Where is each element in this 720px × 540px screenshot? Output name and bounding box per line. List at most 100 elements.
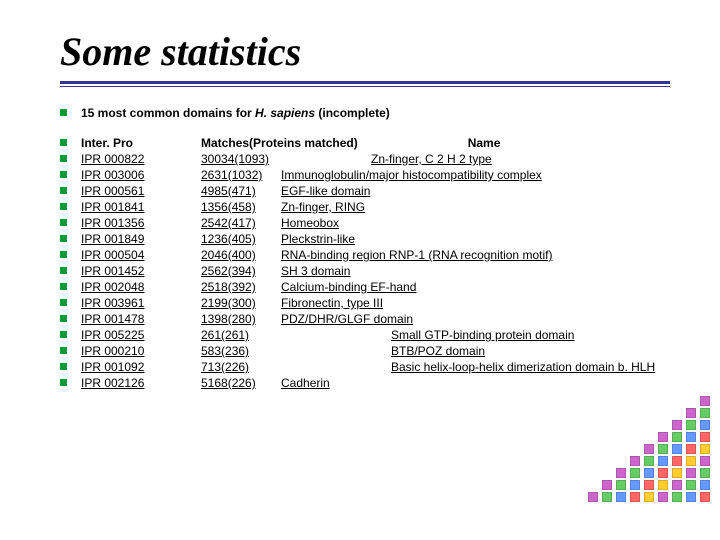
cell-matches: 2562(394) [201,263,281,279]
table-row: IPR 0018411356(458)Zn-finger, RING [60,199,670,215]
bullet-icon [60,331,67,338]
cell-dname: Calcium-binding EF-hand [281,279,670,295]
bullet-icon [60,267,67,274]
deco-square [658,444,668,454]
bullet-icon [60,203,67,210]
bullet-icon [60,219,67,226]
deco-square [630,480,640,490]
bullet-icon [60,347,67,354]
deco-square [686,456,696,466]
cell-dname: Homeobox [281,215,670,231]
deco-square [686,420,696,430]
cell-dname: PDZ/DHR/GLGF domain [281,311,670,327]
cell-dname: EGF-like domain [281,183,670,199]
deco-square [700,420,710,430]
deco-square [658,480,668,490]
header-col2: Matches(Proteins matched) [201,136,358,150]
bullet-icon [60,139,67,146]
cell-dname: Fibronectin, type III [281,295,670,311]
deco-square [700,480,710,490]
bullet-icon [60,299,67,306]
cell-matches: 261(261) [201,327,281,343]
deco-square [672,492,682,502]
cell-id: IPR 001841 [81,199,201,215]
cell-id: IPR 003961 [81,295,201,311]
bullet-icon [60,187,67,194]
deco-row [584,444,710,454]
cell-matches: 30034(1093) [201,151,281,167]
cell-matches: 2542(417) [201,215,281,231]
deco-square [686,408,696,418]
cell-id: IPR 005225 [81,327,201,343]
deco-square [658,432,668,442]
cell-dname: Small GTP-binding protein domain [281,327,670,343]
cell-matches: 713(226) [201,359,281,375]
bullet-icon [60,379,67,386]
table-header: Inter. Pro Matches(Proteins matched)Name [60,135,670,151]
cell-id: IPR 001452 [81,263,201,279]
deco-square [700,492,710,502]
deco-square [672,456,682,466]
deco-square [686,444,696,454]
deco-square [602,480,612,490]
bullet-icon [60,235,67,242]
cell-dname: BTB/POZ domain [281,343,670,359]
table-row: IPR 0014522562(394)SH 3 domain [60,263,670,279]
deco-square [700,408,710,418]
cell-id: IPR 001092 [81,359,201,375]
deco-square [644,456,654,466]
deco-square [686,468,696,478]
slide-title: Some statistics [60,28,670,75]
table-row: IPR 0039612199(300)Fibronectin, type III [60,295,670,311]
bullet-icon [60,363,67,370]
cell-id: IPR 001356 [81,215,201,231]
rule-thick [60,81,670,84]
header-rest: Matches(Proteins matched)Name [201,135,500,151]
intro-text: 15 most common domains for H. sapiens (i… [81,105,390,121]
deco-row [584,456,710,466]
cell-dname: Zn-finger, C 2 H 2 type [281,151,670,167]
table-row: IPR 0005042046(400)RNA-binding region RN… [60,247,670,263]
deco-row [584,396,710,406]
deco-square [616,468,626,478]
cell-matches: 1398(280) [201,311,281,327]
table-row: IPR 00082230034(1093)Zn-finger, C 2 H 2 … [60,151,670,167]
table-row: IPR 005225261(261)Small GTP-binding prot… [60,327,670,343]
cell-matches: 2631(1032) [201,167,281,183]
deco-square [644,444,654,454]
cell-matches: 4985(471) [201,183,281,199]
table-row: IPR 001092713(226)Basic helix-loop-helix… [60,359,670,375]
deco-square [588,492,598,502]
cell-matches: 583(236) [201,343,281,359]
cell-id: IPR 000210 [81,343,201,359]
table-row: IPR 0021265168(226)Cadherin [60,375,670,391]
deco-square [700,396,710,406]
cell-id: IPR 001478 [81,311,201,327]
table-row: IPR 0014781398(280)PDZ/DHR/GLGF domain [60,311,670,327]
deco-square [658,468,668,478]
deco-square [644,480,654,490]
cell-dname: SH 3 domain [281,263,670,279]
cell-dname: Cadherin [281,375,670,391]
rule-thin [60,86,670,87]
intro-suffix: (incomplete) [315,106,390,120]
deco-square [700,432,710,442]
deco-square [672,468,682,478]
cell-matches: 2518(392) [201,279,281,295]
table-row: IPR 0030062631(1032)Immunoglobulin/major… [60,167,670,183]
deco-square [658,456,668,466]
cell-dname: Pleckstrin-like [281,231,670,247]
deco-square [672,480,682,490]
deco-row [584,492,710,502]
deco-square [700,444,710,454]
deco-square [616,492,626,502]
deco-square [630,456,640,466]
cell-id: IPR 000504 [81,247,201,263]
intro-prefix: 15 most common domains for [81,106,255,120]
deco-square [686,492,696,502]
deco-square [602,492,612,502]
table-row: IPR 000210583(236)BTB/POZ domain [60,343,670,359]
header-col1: Inter. Pro [81,135,201,151]
deco-square [616,480,626,490]
cell-id: IPR 000822 [81,151,201,167]
